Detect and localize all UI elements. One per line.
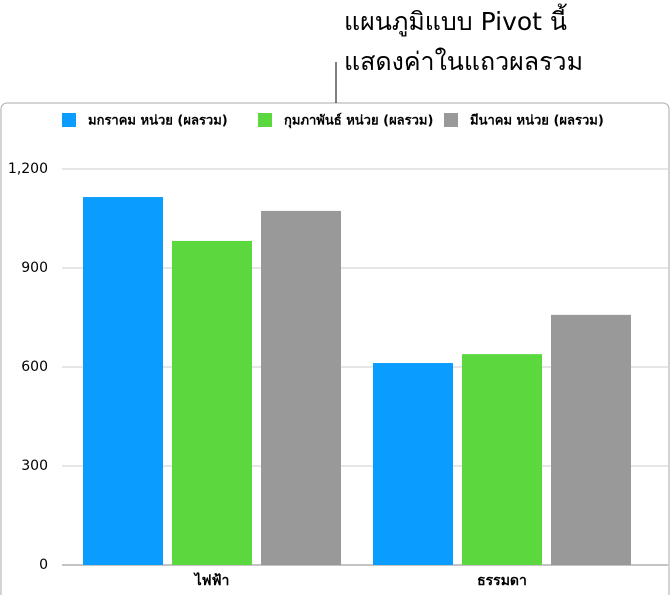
y-tick-label: 900 xyxy=(21,260,48,276)
legend-swatch xyxy=(258,113,272,127)
y-tick-label: 0 xyxy=(39,557,48,573)
legend-label: มีนาคม หน่วย (ผลรวม) xyxy=(470,113,604,129)
annotation: แผนภูมิแบบ Pivot นี้ xyxy=(344,3,567,37)
bar xyxy=(172,240,252,565)
chart-frame xyxy=(0,102,670,595)
bar xyxy=(462,354,542,565)
y-tick-label: 600 xyxy=(21,359,48,375)
annotation: แสดงค่าในแถวผลรวม xyxy=(344,47,583,76)
bar xyxy=(83,197,163,566)
bar xyxy=(551,314,631,565)
y-tick-label: 300 xyxy=(21,458,48,474)
x-tick-label: ไฟฟ้า xyxy=(193,571,230,589)
legend-swatch xyxy=(444,113,458,127)
legend-label: มกราคม หน่วย (ผลรวม) xyxy=(88,114,228,129)
x-tick-label: ธรรมดา xyxy=(477,573,527,589)
y-tick-label: 1,200 xyxy=(8,161,48,177)
bar xyxy=(261,210,341,565)
legend-swatch xyxy=(62,113,76,127)
legend-label: กุมภาพันธ์ หน่วย (ผลรวม) xyxy=(284,113,433,129)
bar xyxy=(373,363,453,565)
